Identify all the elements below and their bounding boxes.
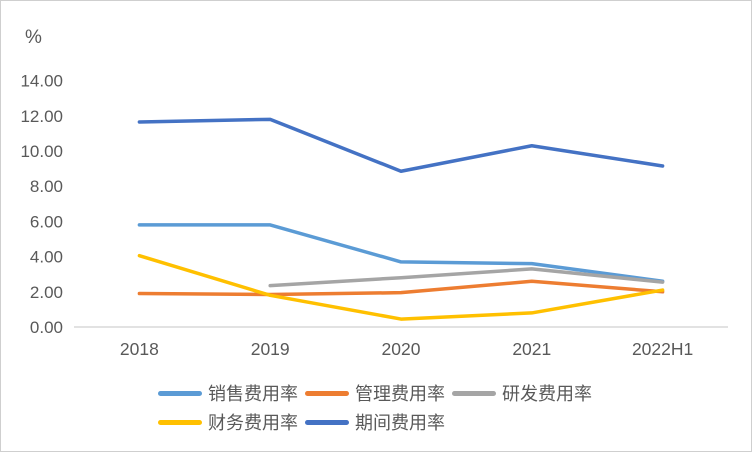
series-line-0	[137, 223, 665, 283]
legend-label: 财务费用率	[208, 413, 298, 433]
legend-item-1: 管理费用率	[305, 380, 452, 406]
legend-item-0: 销售费用率	[158, 380, 305, 406]
legend-row: 销售费用率 管理费用率 研发费用率	[158, 379, 599, 407]
legend-item-4: 期间费用率	[305, 409, 452, 435]
legend-swatch-icon	[305, 419, 349, 425]
y-tick-label: 6.00	[30, 212, 63, 231]
series-line-3	[137, 253, 665, 321]
y-tick-label: 2.00	[30, 283, 63, 302]
x-axis-label: 2018	[120, 339, 159, 359]
x-axis-label: 2021	[512, 339, 551, 359]
legend-label: 研发费用率	[502, 384, 592, 404]
x-axis-label: 2022H1	[632, 339, 693, 359]
y-tick-label: 4.00	[30, 248, 63, 267]
y-tick-label: 8.00	[30, 177, 63, 196]
legend-swatch-icon	[158, 419, 202, 425]
series-line-4	[137, 117, 665, 173]
legend-item-2: 研发费用率	[452, 380, 599, 406]
legend-swatch-icon	[158, 390, 202, 396]
legend-label: 销售费用率	[208, 384, 298, 404]
y-axis-unit-label: %	[25, 27, 42, 48]
series-line-2	[268, 267, 665, 288]
y-tick-label: 12.00	[20, 107, 63, 126]
x-axis-label: 2019	[251, 339, 290, 359]
chart-legend: 销售费用率 管理费用率 研发费用率财务费用率 期间费用率	[158, 379, 599, 436]
y-tick-label: 0.00	[30, 318, 63, 337]
legend-swatch-icon	[452, 390, 496, 396]
y-tick-label: 10.00	[20, 142, 63, 161]
legend-label: 管理费用率	[355, 384, 445, 404]
legend-item-3: 财务费用率	[158, 409, 305, 435]
y-tick-label: 14.00	[20, 72, 63, 91]
legend-label: 期间费用率	[355, 413, 445, 433]
series-line-1	[137, 279, 665, 297]
x-axis-label: 2020	[382, 339, 421, 359]
legend-swatch-icon	[305, 390, 349, 396]
legend-row: 财务费用率 期间费用率	[158, 408, 599, 436]
